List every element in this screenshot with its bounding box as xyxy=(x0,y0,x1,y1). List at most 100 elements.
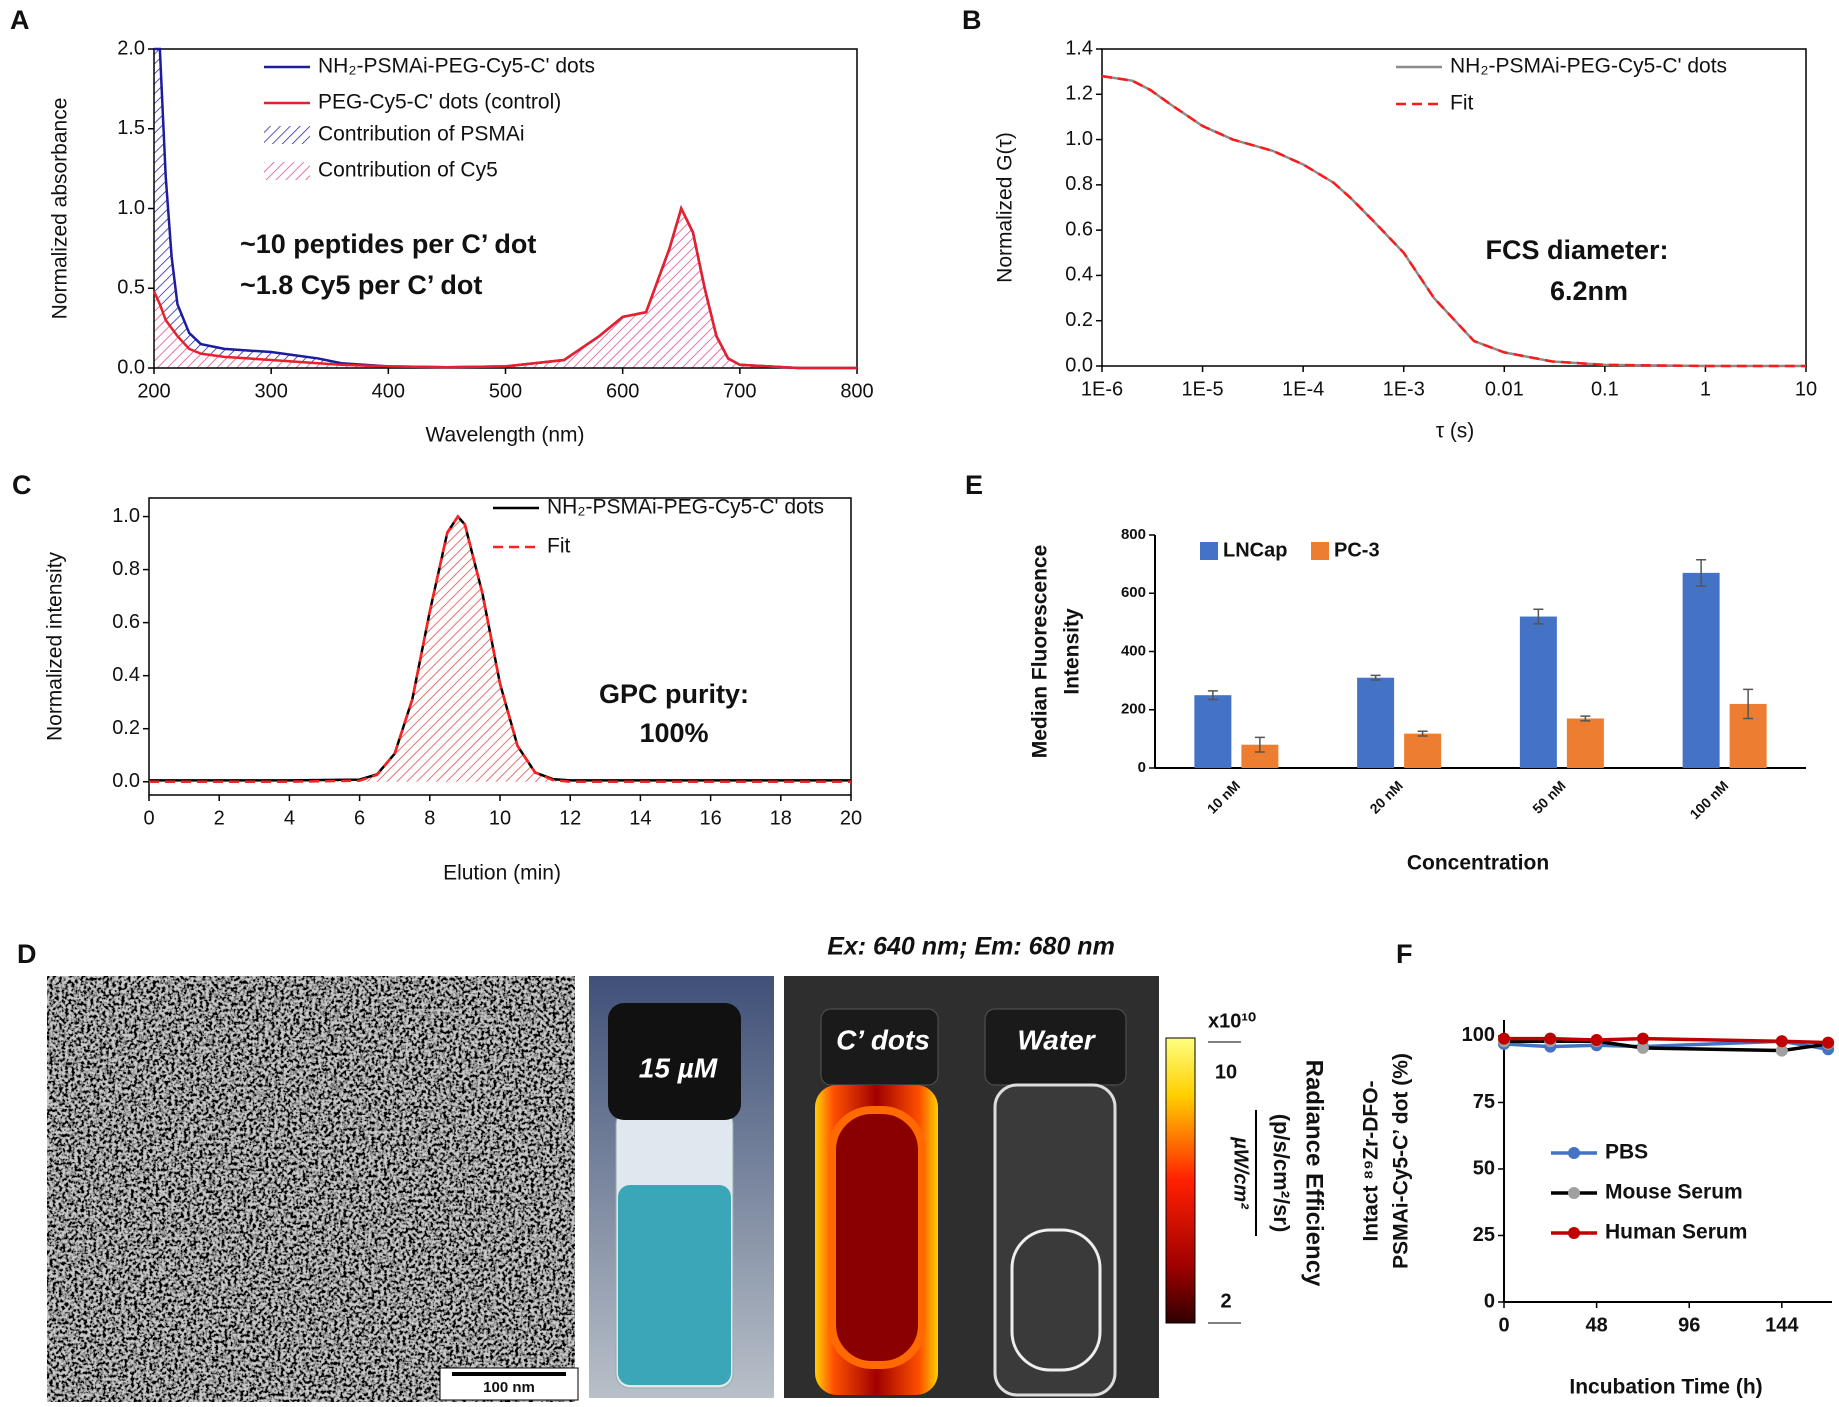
y-axis-label: Median Fluorescence xyxy=(1029,545,1052,759)
y-tick-label: 0.0 xyxy=(117,356,145,378)
marker xyxy=(1498,1032,1510,1045)
error-bar xyxy=(1580,715,1591,722)
error-bar xyxy=(1254,736,1265,753)
x-tick-label: 0.01 xyxy=(1485,378,1524,400)
y-tick-label: 100 xyxy=(1462,1024,1495,1046)
x-tick-label: 0 xyxy=(1498,1314,1509,1336)
y-tick-label: 800 xyxy=(1121,526,1146,543)
y-axis-label: Normalized intensity xyxy=(44,551,67,741)
series-line xyxy=(149,514,851,783)
x-tick-label: 2 xyxy=(214,807,225,829)
y-tick-label: 25 xyxy=(1473,1224,1495,1246)
x-tick-label: 600 xyxy=(606,380,639,402)
legend-swatch xyxy=(264,126,310,144)
colorbar-multiplier: x10¹⁰ xyxy=(1208,1010,1256,1032)
imaging-settings: Ex: 640 nm; Em: 680 nm xyxy=(827,933,1115,961)
panel-letter: D xyxy=(17,939,37,969)
x-tick-label: 1E-6 xyxy=(1081,378,1123,400)
marker xyxy=(1590,1033,1603,1046)
y-tick-label: 0 xyxy=(1484,1290,1495,1312)
colorbar-units: (p/s/cm²/sr) xyxy=(1269,1114,1294,1233)
bar xyxy=(1357,677,1395,768)
x-tick-label: 800 xyxy=(840,380,873,402)
bar xyxy=(1519,616,1557,768)
legend-marker xyxy=(1568,1147,1580,1159)
x-tick-label: 4 xyxy=(284,807,295,829)
y-tick-label: 0.2 xyxy=(1065,309,1093,331)
x-tick-label: 1E-3 xyxy=(1383,378,1425,400)
x-tick-label: 12 xyxy=(559,807,581,829)
legend-marker xyxy=(1568,1187,1580,1199)
y-tick-label: 0.6 xyxy=(1065,218,1093,240)
x-tick-label: 10 xyxy=(1795,378,1817,400)
tem-texture xyxy=(47,976,575,1402)
x-tick-label: 100 nM xyxy=(1686,777,1731,822)
legend-label: Fit xyxy=(1450,92,1473,115)
x-tick-label: 700 xyxy=(723,380,756,402)
x-axis-label: Concentration xyxy=(1407,852,1549,875)
sample-label: C’ dots xyxy=(836,1024,930,1055)
colorbar-min: 2 xyxy=(1220,1290,1231,1312)
y-axis-label: PSMAi-Cy5-C’ dot (%) xyxy=(1390,1053,1413,1269)
x-tick-label: 50 nM xyxy=(1529,777,1568,816)
legend-label: LNCap xyxy=(1223,539,1287,561)
x-tick-label: 0.1 xyxy=(1591,378,1619,400)
panel-d-images xyxy=(47,976,1257,1402)
panel-letter: B xyxy=(962,5,982,35)
x-tick-label: 10 nM xyxy=(1204,777,1243,816)
x-tick-label: 144 xyxy=(1765,1314,1799,1336)
panel-letter: A xyxy=(10,5,30,35)
legend-label: Contribution of Cy5 xyxy=(318,159,498,182)
plot-frame xyxy=(1101,48,1807,367)
marker xyxy=(1822,1036,1835,1049)
series-line xyxy=(152,205,857,370)
x-axis-label: τ (s) xyxy=(1436,420,1475,443)
y-tick-label: 0 xyxy=(1138,759,1146,776)
legend-label: Fit xyxy=(547,535,570,558)
series-line xyxy=(1101,74,1806,368)
y-axis-label: Intact ⁸⁹Zr-DFO- xyxy=(1360,1080,1383,1241)
x-axis-label: Wavelength (nm) xyxy=(425,424,584,447)
x-tick-label: 1E-5 xyxy=(1181,378,1223,400)
clear-vial xyxy=(993,1083,1117,1397)
legend-label: Mouse Serum xyxy=(1605,1181,1743,1204)
error-bar xyxy=(1207,690,1218,701)
x-axis-label: Elution (min) xyxy=(443,862,561,885)
legend-label: NH₂-PSMAi-PEG-Cy5-C' dots xyxy=(1450,55,1727,78)
annotation: ~1.8 Cy5 per C’ dot xyxy=(240,270,482,300)
x-tick-label: 400 xyxy=(372,380,405,402)
legend-swatch xyxy=(264,162,310,180)
marker xyxy=(1544,1032,1557,1045)
x-tick-label: 200 xyxy=(137,380,170,402)
x-tick-label: 500 xyxy=(489,380,522,402)
error-bar xyxy=(1370,674,1381,681)
bar xyxy=(1241,744,1279,768)
sample-label: Water xyxy=(1017,1024,1096,1055)
y-tick-label: 1.0 xyxy=(117,197,145,219)
x-tick-label: 20 nM xyxy=(1366,777,1405,816)
panel-letter: E xyxy=(965,470,983,500)
annotation: ~10 peptides per C’ dot xyxy=(240,229,536,259)
annotation: FCS diameter: xyxy=(1485,235,1668,265)
y-tick-label: 1.2 xyxy=(1065,83,1093,105)
colorbar-denominator: µW/cm² xyxy=(1230,1136,1252,1210)
x-tick-label: 14 xyxy=(629,807,651,829)
series-line xyxy=(1504,1036,1829,1045)
error-bar xyxy=(1417,730,1428,737)
x-tick-label: 16 xyxy=(699,807,721,829)
y-tick-label: 0.0 xyxy=(112,770,140,792)
x-axis-label: Incubation Time (h) xyxy=(1569,1376,1762,1399)
y-tick-label: 2.0 xyxy=(117,37,145,59)
x-tick-label: 8 xyxy=(424,807,435,829)
x-tick-label: 48 xyxy=(1585,1314,1607,1336)
y-tick-label: 600 xyxy=(1121,584,1146,601)
x-tick-label: 0 xyxy=(143,807,154,829)
scale-bar-label: 100 nm xyxy=(483,1379,535,1396)
y-tick-label: 1.5 xyxy=(117,117,145,139)
colorbar-max: 10 xyxy=(1215,1061,1237,1083)
y-tick-label: 0.8 xyxy=(1065,173,1093,195)
clear-vial-inner xyxy=(1010,1228,1102,1372)
legend-label: PC-3 xyxy=(1334,539,1380,561)
annotation: 6.2nm xyxy=(1550,276,1628,306)
y-tick-label: 400 xyxy=(1121,642,1146,659)
